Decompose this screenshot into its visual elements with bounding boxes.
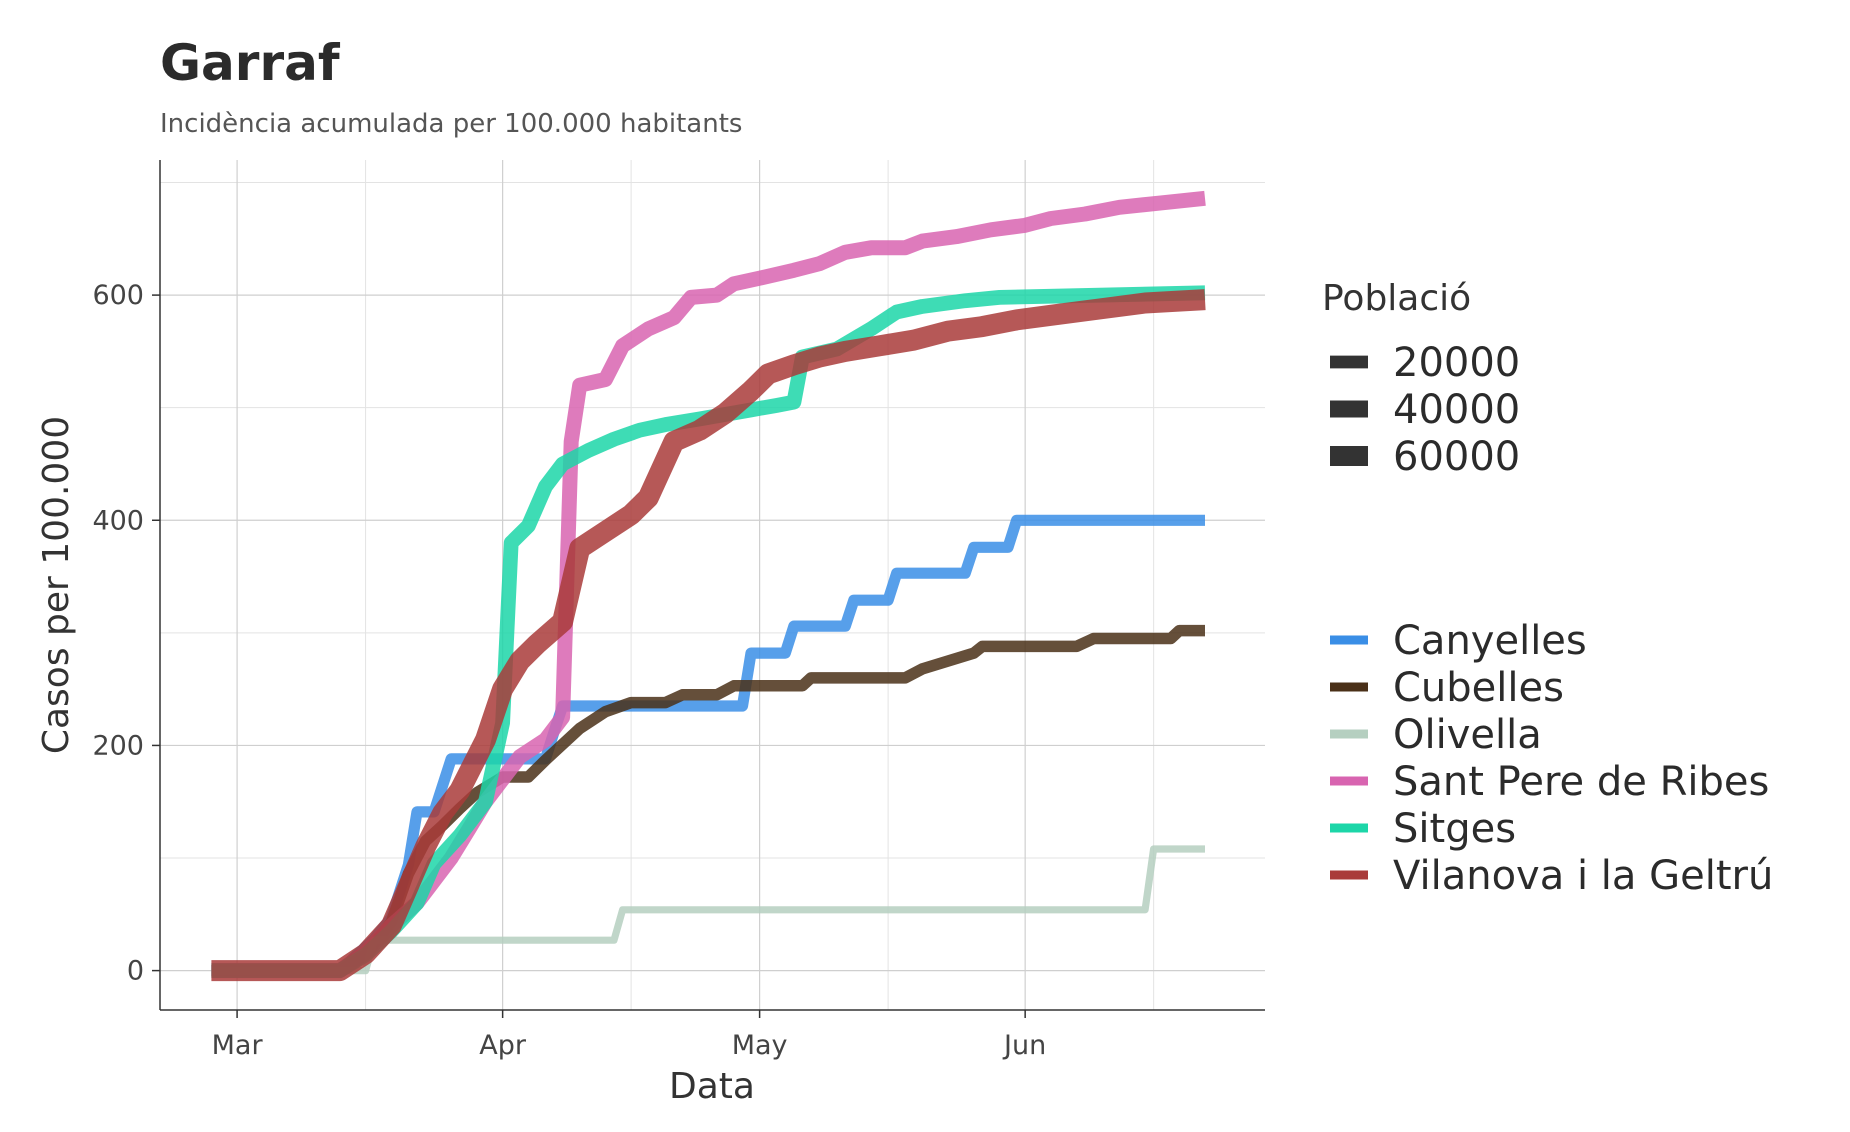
x-axis-title: Data — [669, 1066, 755, 1107]
x-tick-label: Apr — [479, 1030, 527, 1061]
y-axis-title: Casos per 100.000 — [36, 416, 77, 754]
legend-size-label: 40000 — [1393, 387, 1520, 433]
legend-size-label: 20000 — [1393, 340, 1520, 386]
legend-color-label: Sitges — [1393, 806, 1516, 852]
y-tick-label: 400 — [92, 505, 144, 536]
chart-subtitle: Incidència acumulada per 100.000 habitan… — [160, 109, 742, 139]
x-axis-ticks: Mar Apr May Jun — [212, 1010, 1046, 1061]
legend-color-label: Cubelles — [1393, 665, 1564, 711]
grid-minor — [160, 160, 1265, 1010]
legend-color-label: Sant Pere de Ribes — [1393, 759, 1769, 805]
y-tick-label: 0 — [127, 956, 144, 987]
x-tick-label: Jun — [1002, 1030, 1046, 1061]
legend-size-title: Població — [1322, 278, 1471, 319]
y-tick-label: 600 — [92, 280, 144, 311]
x-tick-label: May — [732, 1030, 788, 1061]
series-lines — [211, 190, 1206, 982]
series-line-cubelles — [211, 624, 1205, 977]
grid-major — [160, 160, 1265, 1010]
legend-color-label: Olivella — [1393, 712, 1542, 758]
chart-title: Garraf — [160, 34, 341, 92]
series-line-sant-pere-de-ribes — [211, 190, 1206, 979]
series-line-sitges — [211, 285, 1206, 978]
legend-color-label: Vilanova i la Geltrú — [1393, 853, 1773, 899]
x-tick-label: Mar — [212, 1030, 264, 1061]
legend-size-label: 60000 — [1393, 434, 1520, 480]
series-line-olivella — [211, 845, 1205, 975]
y-axis-ticks: 0 200 400 600 — [92, 280, 160, 987]
legend-color-label: Canyelles — [1393, 618, 1587, 664]
series-line-vilanova-i-la-geltr- — [211, 289, 1206, 982]
y-tick-label: 200 — [92, 730, 144, 761]
